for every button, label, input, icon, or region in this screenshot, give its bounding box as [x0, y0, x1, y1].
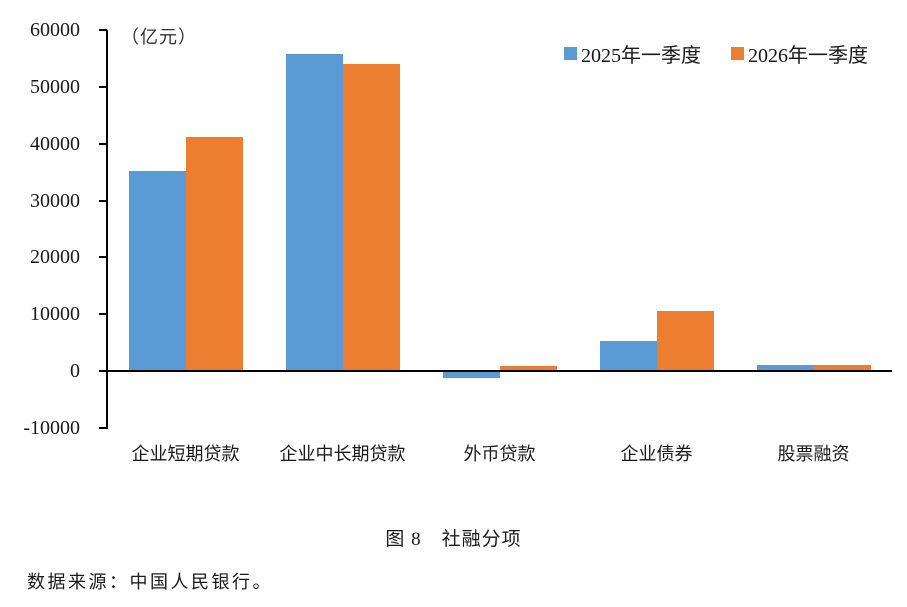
x-axis-line: [106, 370, 892, 372]
y-tick-label: 40000: [30, 132, 80, 155]
y-axis-line: [106, 30, 108, 429]
y-tick-label: 60000: [30, 19, 80, 41]
y-tick: [99, 142, 107, 145]
figure-caption: 图 8 社融分项: [385, 529, 522, 550]
y-tick-label: 20000: [30, 246, 80, 269]
legend-swatch-icon: [564, 47, 577, 60]
x-axis-label: 外币贷款: [463, 444, 536, 464]
y-tick-label: 30000: [30, 189, 80, 212]
bar: [599, 341, 657, 371]
y-tick: [99, 85, 107, 88]
legend-item: 2025年一季度: [564, 39, 701, 68]
x-axis-label: 企业中长期贷款: [279, 444, 406, 464]
bar: [342, 63, 400, 371]
bar: [656, 311, 714, 371]
y-tick-label: 50000: [30, 75, 80, 98]
y-tick-label: 0: [70, 360, 80, 382]
y-tick: [99, 313, 107, 316]
legend-label: 2026年一季度: [748, 45, 868, 67]
legend: 2025年一季度 2026年一季度: [564, 39, 868, 68]
y-tick: [99, 370, 107, 372]
data-source: 数据来源：中国人民银行。: [27, 572, 273, 592]
bar: [185, 136, 243, 371]
bar: [442, 372, 500, 378]
x-axis-label: 企业短期贷款: [131, 444, 240, 464]
y-tick: [99, 256, 107, 259]
bar: [813, 364, 871, 371]
legend-label: 2025年一季度: [581, 45, 701, 67]
y-tick-label: -10000: [23, 416, 80, 439]
y-tick: [99, 426, 107, 429]
x-axis-label: 企业债券: [620, 444, 693, 464]
bar: [756, 365, 814, 371]
bar: [285, 53, 343, 371]
y-tick-label: 10000: [30, 303, 80, 326]
bar: [499, 366, 557, 371]
y-tick: [99, 29, 107, 31]
x-axis-label: 股票融资: [777, 444, 850, 464]
y-tick: [99, 199, 107, 202]
bar-chart: 60000 50000 40000 30000 20000 10000 0 -10000 （亿…: [23, 19, 892, 464]
bar: [128, 170, 186, 371]
legend-swatch-icon: [731, 47, 744, 60]
legend-item: 2026年一季度: [731, 39, 868, 68]
y-axis-unit-label: （亿元）: [121, 27, 197, 47]
